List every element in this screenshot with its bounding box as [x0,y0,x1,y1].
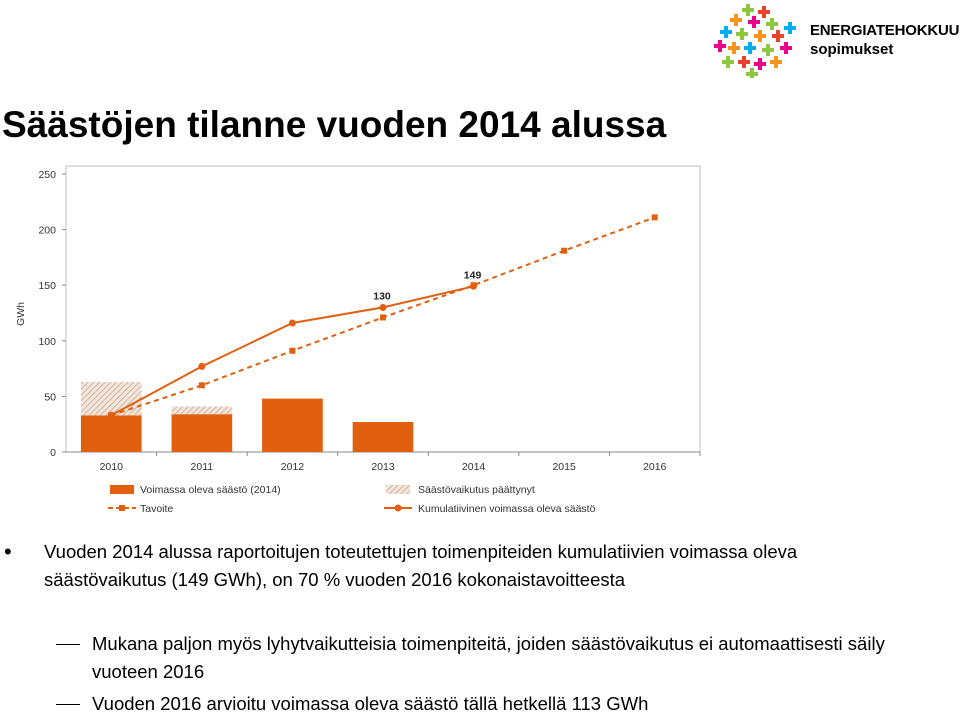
x-tick-label: 2013 [371,461,395,473]
marker-kumulatiivinen [379,303,387,311]
logo-cross-shape [748,16,760,28]
bar-paattynyt [80,381,142,416]
marker-kumulatiivinen [198,362,206,370]
slide-title: Säästöjen tilanne vuoden 2014 alussa [2,104,667,145]
y-tick-label: 150 [38,280,56,292]
data-label: 130 [373,290,391,302]
marker-tavoite [561,247,568,254]
bar-voimassa [80,415,142,452]
marker-kumulatiivinen [107,411,115,419]
logo-cross-shape [766,18,778,30]
logo-cross-shape [780,42,792,54]
logo-cross-shape [730,14,742,26]
marker-tavoite [198,382,205,389]
x-tick-label: 2014 [462,461,486,473]
logo-cross-shape [742,4,754,16]
logo-cross-shape [754,58,766,70]
logo-cross-shape [746,68,758,80]
bullet-dot-icon: • [4,539,12,564]
energiatehokkuus-logo: ENERGIATEHOKKUUS- sopimukset [706,2,960,80]
bullet-sub-1-text: Mukana paljon myös lyhytvaikutteisia toi… [92,633,885,682]
y-tick-label: 200 [38,225,56,237]
legend-label-voimassa: Voimassa oleva säästö (2014) [140,484,281,496]
y-tick-label: 50 [44,391,56,403]
logo-cross-shape [728,42,740,54]
logo-cross-shape [720,26,732,38]
y-tick-label: 0 [50,447,56,459]
bullet-sub-2-text: Vuoden 2016 arvioitu voimassa oleva sääs… [92,693,649,714]
x-tick-label: 2011 [191,461,214,473]
logo-text-line1: ENERGIATEHOKKUUS- [810,22,960,39]
marker-kumulatiivinen [470,282,478,290]
x-tick-label: 2016 [643,461,667,473]
data-label: 149 [464,269,482,281]
logo-cross-shape [772,30,784,42]
logo-cross-shape [722,56,734,68]
legend-label-kumulatiivinen: Kumulatiivinen voimassa oleva säästö [418,503,596,515]
logo-cross-shape [758,6,770,18]
logo-mark-icon [714,4,796,80]
marker-tavoite [651,214,658,221]
legend-swatch-paattynyt [386,485,410,494]
logo-text-line2: sopimukset [810,41,894,58]
legend-label-tavoite: Tavoite [140,503,173,515]
dash-icon [56,644,80,645]
logo-cross-shape [754,30,766,42]
bar-voimassa [352,421,414,452]
y-tick-label: 100 [38,336,56,348]
legend-marker-tavoite [119,505,125,511]
legend-label-paattynyt: Säästövaikutus päättynyt [418,484,535,496]
bar-voimassa [171,414,233,452]
marker-kumulatiivinen [288,319,296,327]
logo-cross-shape [714,40,726,52]
dash-icon [56,704,80,705]
savings-chart: 0 50 100 150 200 250 2010 2011 2012 2013 2014 2015 2… [15,165,701,515]
x-tick-label: 2010 [100,461,124,473]
bar-voimassa [262,398,323,452]
marker-tavoite [289,347,296,354]
bullet-main-text: Vuoden 2014 alussa raportoitujen toteute… [44,541,798,590]
logo-cross-shape [770,56,782,68]
logo-cross-shape [784,22,796,34]
logo-cross-shape [762,44,774,56]
y-tick-label: 250 [38,169,56,181]
logo-cross-shape [744,42,756,54]
logo-cross-shape [736,28,748,40]
legend-marker-kumulatiivinen [394,504,402,512]
y-axis-label: GWh [15,302,27,326]
logo-cross-shape [738,56,750,68]
bar-paattynyt [171,406,233,415]
x-tick-label: 2015 [552,461,576,473]
legend-swatch-voimassa [110,485,134,494]
x-tick-label: 2012 [281,461,305,473]
marker-tavoite [380,314,386,321]
